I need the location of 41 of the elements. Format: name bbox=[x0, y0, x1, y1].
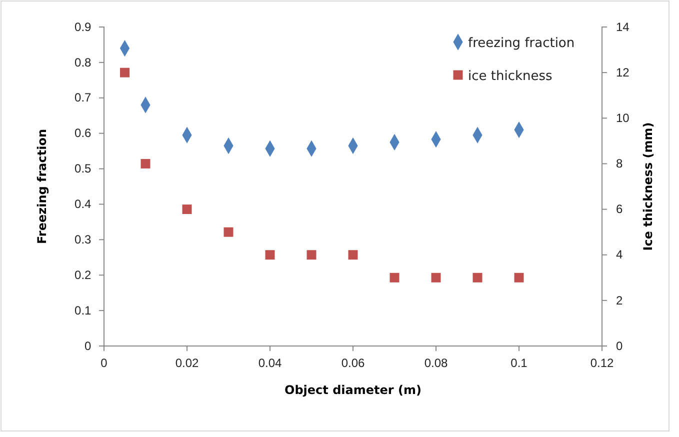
x-tick-label: 0.08 bbox=[424, 356, 448, 370]
legend-label: freezing fraction bbox=[468, 36, 575, 51]
y2-tick-label: 2 bbox=[616, 293, 623, 308]
y2-tick-label: 6 bbox=[616, 202, 623, 216]
y-tick-label: 0.6 bbox=[74, 126, 92, 140]
point bbox=[514, 272, 524, 282]
point bbox=[120, 68, 130, 78]
x-tick-label: 0.1 bbox=[510, 356, 528, 370]
y2-axis-title: Ice thickness (mm) bbox=[641, 122, 655, 251]
legend-label: ice thickness bbox=[468, 69, 553, 84]
point bbox=[224, 227, 234, 237]
x-tick-label: 0.02 bbox=[175, 356, 199, 370]
y2-tick-label: 14 bbox=[616, 20, 630, 34]
point bbox=[472, 272, 482, 282]
y-tick-label: 0.5 bbox=[74, 162, 92, 176]
y2-tick-label: 10 bbox=[616, 110, 630, 125]
y-axis-title: Freezing fraction bbox=[35, 128, 49, 244]
point bbox=[431, 272, 441, 282]
x-tick-label: 0.04 bbox=[258, 356, 282, 370]
x-tick-label: 0.06 bbox=[341, 356, 365, 370]
y-tick-label: 0.1 bbox=[74, 303, 92, 318]
y-tick-label: 0.3 bbox=[74, 232, 92, 247]
x-axis-title: Object diameter (m) bbox=[284, 383, 422, 397]
point bbox=[348, 250, 358, 260]
y-tick-label: 0 bbox=[84, 338, 92, 353]
y-tick-label: 0.8 bbox=[74, 55, 92, 70]
x-tick-label: 0 bbox=[100, 356, 108, 370]
point bbox=[265, 250, 275, 260]
y-tick-label: 0.9 bbox=[74, 20, 92, 34]
x-tick-label: 0.12 bbox=[590, 356, 614, 370]
y-tick-label: 0.4 bbox=[74, 197, 92, 212]
point bbox=[140, 158, 150, 168]
y2-tick-label: 0 bbox=[616, 338, 623, 353]
y2-tick-label: 4 bbox=[616, 248, 623, 262]
y-tick-label: 0.7 bbox=[74, 90, 92, 105]
y2-tick-label: 12 bbox=[616, 65, 630, 80]
point bbox=[182, 204, 192, 214]
point bbox=[390, 272, 400, 282]
y-tick-label: 0.2 bbox=[74, 268, 92, 282]
y2-tick-label: 8 bbox=[616, 156, 623, 171]
point bbox=[306, 250, 316, 260]
